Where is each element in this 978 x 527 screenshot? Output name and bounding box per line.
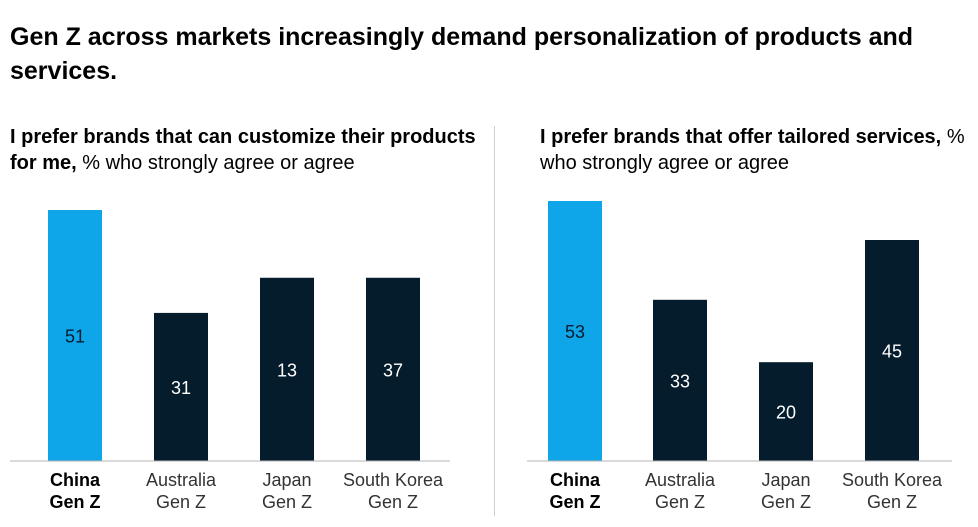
chart-title-rest: % who strongly agree or agree <box>540 126 965 174</box>
data-label: 33 <box>670 371 690 391</box>
chart-title-rest: % who strongly agree or agree <box>82 152 355 174</box>
category-label: Gen Z <box>867 492 917 512</box>
chart-title-bold: I prefer brands that can customize their… <box>10 126 476 174</box>
category-label: South Korea <box>842 470 943 490</box>
panel-divider <box>494 126 495 516</box>
category-label: Australia <box>146 470 217 490</box>
category-label: China <box>550 470 601 490</box>
bar-south-korea <box>865 240 919 461</box>
data-label: 51 <box>65 327 85 347</box>
bar-japan <box>759 362 813 461</box>
category-label: Australia <box>645 470 716 490</box>
category-label: Gen Z <box>761 492 811 512</box>
category-label: Japan <box>761 470 810 490</box>
bar-south-korea <box>366 277 420 461</box>
chart-title: I prefer brands that can customize their… <box>10 124 480 176</box>
data-label: 37 <box>383 360 403 380</box>
category-label: Gen Z <box>156 492 206 512</box>
chart-title: I prefer brands that offer tailored serv… <box>540 124 970 176</box>
chart-panel-tailored-services: I prefer brands that offer tailored serv… <box>540 124 970 524</box>
data-label: 45 <box>882 342 902 362</box>
category-label: Gen Z <box>549 492 600 512</box>
data-label: 53 <box>565 322 585 342</box>
chart-panel-customize-products: I prefer brands that can customize their… <box>10 124 480 524</box>
bar-australia <box>154 312 208 461</box>
category-label: Japan <box>262 470 311 490</box>
data-label: 13 <box>277 360 297 380</box>
category-label: Gen Z <box>368 492 418 512</box>
chart-title-bold: I prefer brands that offer tailored serv… <box>540 126 942 148</box>
category-label: China <box>50 470 101 490</box>
data-label: 31 <box>171 378 191 398</box>
bar-japan <box>260 277 314 461</box>
bar-china <box>548 201 602 461</box>
category-label: Gen Z <box>49 492 100 512</box>
bar-australia <box>653 299 707 461</box>
category-label: Gen Z <box>655 492 705 512</box>
bar-china <box>48 210 102 461</box>
category-label: Gen Z <box>262 492 312 512</box>
category-label: South Korea <box>343 470 444 490</box>
data-label: 20 <box>776 403 796 423</box>
page-title: Gen Z across markets increasingly demand… <box>10 23 914 85</box>
